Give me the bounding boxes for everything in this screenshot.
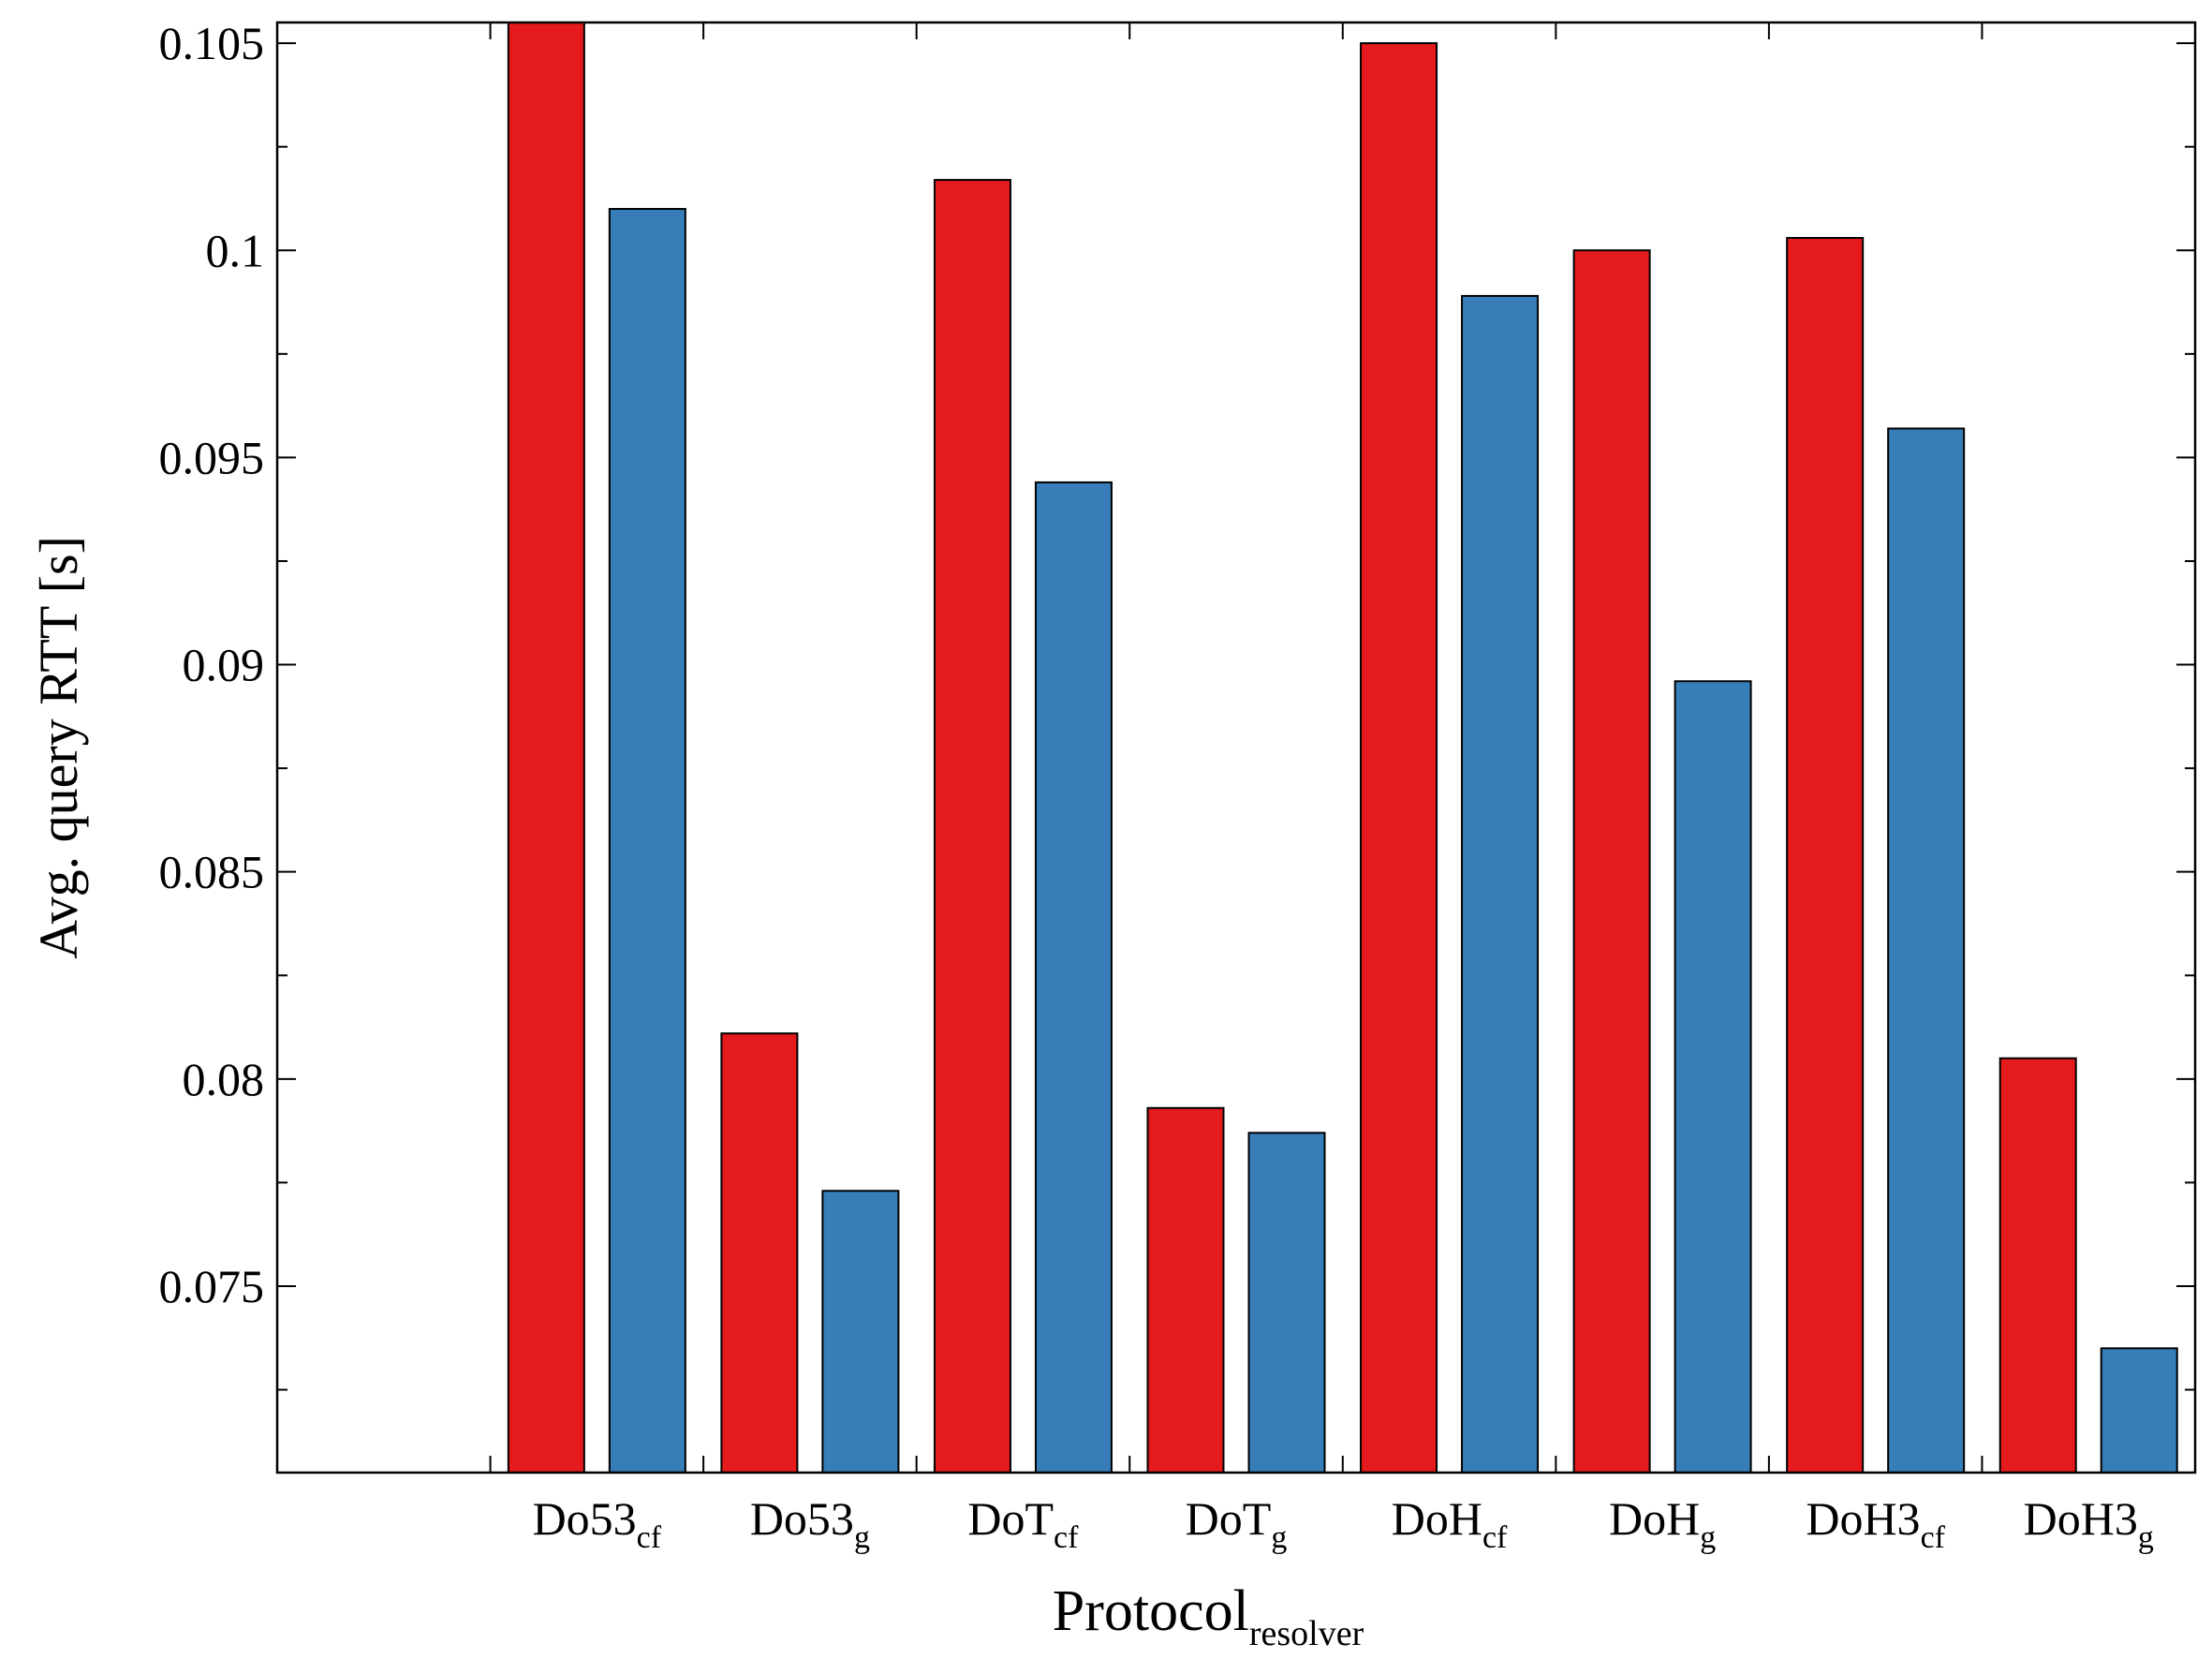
bar-series-1-do53-cf [507,22,585,1474]
bar-series-2-doh-g [1674,680,1752,1474]
bar-series-1-dot-cf [933,179,1011,1474]
x-tick-labels: Do53cf Do53g DoTcf DoTg DoHcf DoHg DoH3cf DoH3g [533,1492,2154,1555]
x-tick-label: Do53cf [533,1492,662,1555]
x-tick-label: DoH3cf [1806,1492,1945,1555]
bar-series-1-do53-g [720,1032,799,1474]
y-tick-label: 0.105 [159,17,265,69]
bar-series-2-do53-cf [608,208,686,1474]
x-tick-label: Do53g [750,1492,870,1555]
plot-frame [275,21,2197,1474]
y-tick-label: 0.075 [159,1260,265,1312]
bar-series-1-doh3-g [1998,1057,2077,1474]
bar-series-2-doh-cf [1461,294,1540,1474]
bar-series-1-dot-g [1146,1106,1225,1474]
x-tick-label: DoTcf [967,1492,1079,1555]
x-axis-label-sub: resolver [1249,1614,1364,1653]
bar-series-2-dot-g [1247,1132,1326,1474]
y-tick-label: 0.09 [183,639,265,691]
y-tick-label: 0.095 [159,431,265,483]
bar-series-2-doh3-cf [1887,427,1966,1474]
x-tick-label: DoHg [1609,1492,1716,1555]
y-tick-labels: 0.075 0.08 0.085 0.09 0.095 0.1 0.105 [159,17,265,1312]
bar-series-2-dot-cf [1034,481,1113,1474]
x-axis-label-main: Protocol [1053,1579,1249,1643]
x-tick-label: DoHcf [1392,1492,1508,1555]
bar-series-1-doh3-cf [1786,236,1865,1474]
axis-ticks-group [277,22,2195,1473]
bar-series-1-doh-g [1572,249,1651,1474]
x-tick-label: DoTg [1186,1492,1288,1555]
x-axis-label: Protocolresolver [1053,1579,1364,1653]
y-tick-label: 0.08 [183,1053,265,1105]
bar-series-2-doh3-g [2100,1347,2178,1474]
y-tick-label: 0.085 [159,846,265,898]
bars-group [507,22,2178,1474]
x-tick-label: DoH3g [2024,1492,2154,1555]
bar-series-1-doh-cf [1360,42,1438,1474]
y-tick-label: 0.1 [206,224,265,276]
bar-series-2-do53-g [821,1190,900,1474]
y-axis-label: Avg. query RTT [s] [28,536,89,959]
